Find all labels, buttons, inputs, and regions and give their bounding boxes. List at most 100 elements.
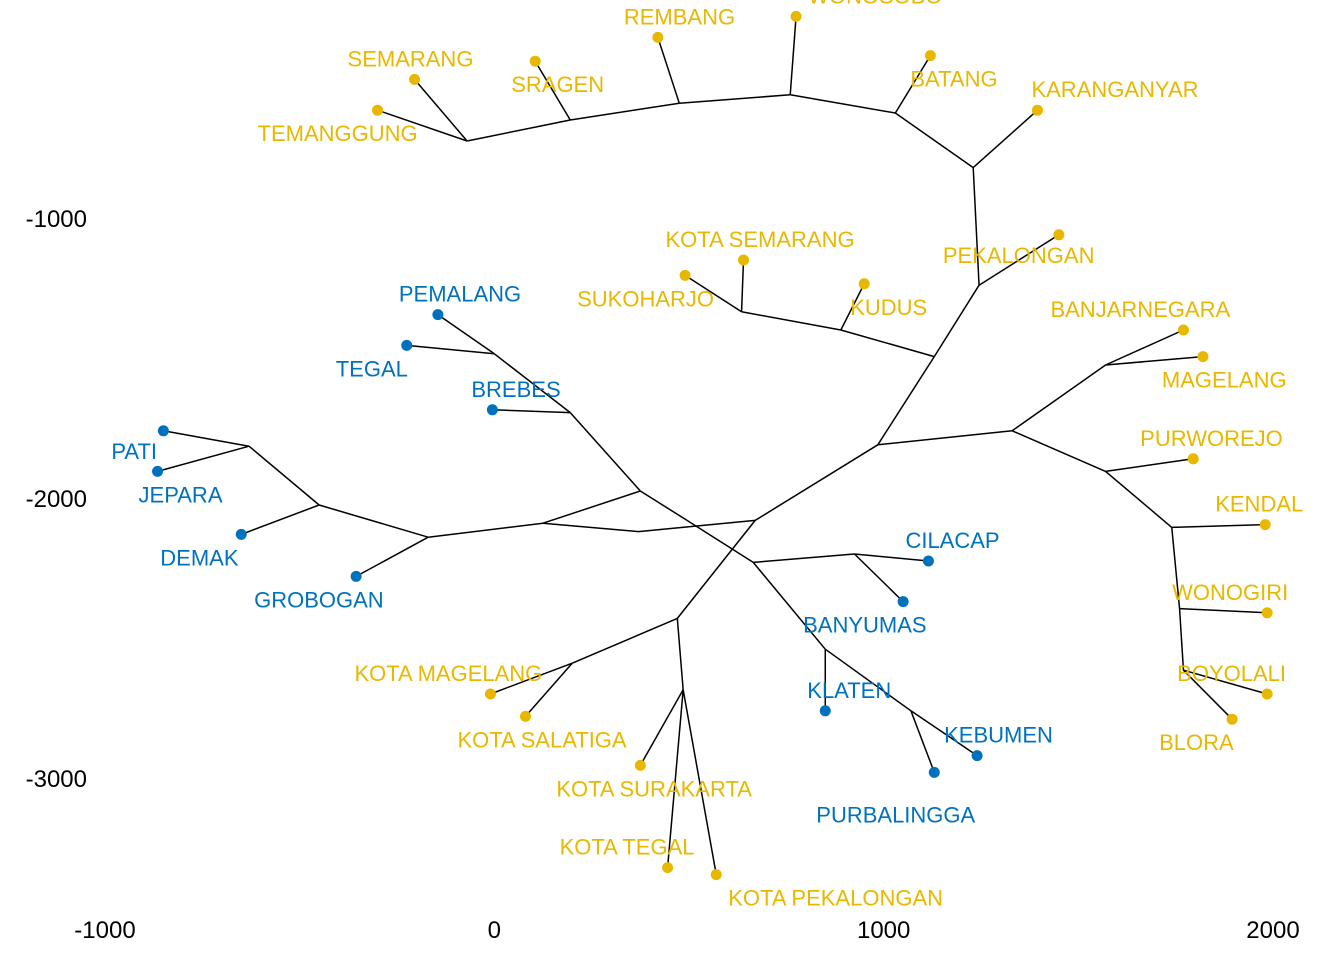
leaf-label-kebumen: KEBUMEN [944, 723, 1053, 748]
leaf-point-kota-pekalongan [710, 869, 722, 881]
leaf-point-tegal [401, 339, 413, 351]
leaf-label-banyumas: BANYUMAS [803, 613, 926, 638]
leaf-point-pemalang [432, 309, 444, 321]
tree-edge [1011, 364, 1107, 432]
leaf-label-wonogiri: WONOGIRI [1172, 580, 1288, 605]
leaf-point-cilacap [922, 555, 934, 567]
leaf-label-pemalang: PEMALANG [399, 282, 521, 307]
leaf-point-blora [1226, 713, 1238, 725]
tree-edge [824, 648, 912, 712]
leaf-point-boyolali [1261, 688, 1273, 700]
tree-edge [754, 444, 879, 522]
tree-edge [248, 445, 320, 506]
leaf-label-purworejo: PURWOREJO [1140, 426, 1283, 451]
leaf-label-banjarnegara: BANJARNEGARA [1050, 297, 1230, 322]
leaf-label-blora: BLORA [1159, 730, 1234, 755]
leaf-label-jepara: JEPARA [139, 482, 223, 507]
tree-edge [840, 329, 935, 358]
tree-edge [542, 490, 641, 524]
leaf-label-kendal: KENDAL [1215, 492, 1303, 517]
tree-edge [790, 94, 896, 114]
tree-edge [428, 522, 544, 538]
tree-edge [753, 553, 855, 564]
leaf-point-batang [924, 50, 936, 62]
leaf-point-kota-surakarta [634, 759, 646, 771]
tree-edge [978, 234, 1060, 286]
leaf-point-sragen [529, 55, 541, 67]
leaf-label-pekalongan: PEKALONGAN [943, 243, 1095, 268]
leaf-point-jepara [152, 465, 164, 477]
leaf-label-klaten: KLATEN [807, 678, 891, 703]
leaf-label-kota-surakarta: KOTA SURAKARTA [556, 776, 752, 801]
leaf-point-brebes [486, 404, 498, 416]
leaf-point-klaten [819, 705, 831, 717]
tree-edge [571, 617, 678, 664]
tree-edge [524, 662, 573, 717]
tree-edge [676, 519, 756, 619]
leaf-label-batang: BATANG [910, 67, 997, 92]
tree-edge [639, 689, 684, 766]
tree-edge [492, 409, 571, 414]
tree-edge [493, 353, 571, 414]
leaf-point-wonogiri [1261, 607, 1273, 619]
leaf-label-semarang: SEMARANG [348, 46, 474, 71]
tree-edge [1105, 329, 1184, 366]
tree-edge [933, 284, 980, 357]
leaf-point-grobogan [350, 570, 362, 582]
edges-layer [157, 16, 1268, 875]
leaf-point-kota-magelang [484, 688, 496, 700]
leaf-label-brebes: BREBES [471, 377, 560, 402]
tree-edge [877, 430, 1013, 446]
tree-edge [1171, 527, 1181, 609]
tree-edge [1011, 430, 1106, 473]
tree-edge [1105, 470, 1173, 528]
leaf-label-wonosobo: WONOSOBO [808, 0, 942, 8]
tree-edge [490, 662, 573, 695]
y-tick-label: -2000 [26, 486, 87, 513]
leaf-label-tegal: TEGAL [336, 356, 408, 381]
tree-edge [1183, 669, 1268, 695]
tree-edge [676, 618, 684, 690]
leaf-point-kota-salatiga [519, 710, 531, 722]
tree-edge [569, 412, 641, 492]
leaf-point-kota-semarang [738, 254, 750, 266]
leaf-point-purworejo [1187, 453, 1199, 465]
leaf-label-purbalingga: PURBALINGGA [816, 802, 975, 827]
leaf-label-grobogan: GROBOGAN [254, 587, 384, 612]
tree-edge [157, 445, 250, 473]
tree-edge [679, 94, 791, 104]
tree-edge [163, 430, 250, 447]
leaf-label-kota-salatiga: KOTA SALATIGA [457, 727, 626, 752]
leaf-label-karanganyar: KARANGANYAR [1031, 77, 1198, 102]
leaf-label-kota-tegal: KOTA TEGAL [560, 835, 695, 860]
leaf-point-pati [157, 425, 169, 437]
tree-edge [853, 553, 904, 603]
leaf-point-kota-tegal [662, 862, 674, 874]
tree-edge [406, 344, 495, 355]
tree-edge [570, 102, 680, 121]
y-tick-label: -3000 [26, 766, 87, 793]
tree-edge [752, 561, 826, 650]
tree-edge [1105, 355, 1203, 366]
labels-layer: TEMANGGUNG SEMARANG SRAGEN REMBANG WONOSOBO B… [111, 0, 1303, 911]
tree-edge [1179, 607, 1268, 614]
tree-edge [840, 283, 865, 331]
leaf-point-temanggung [372, 104, 384, 116]
x-tick-label: -1000 [74, 917, 135, 944]
leaf-label-cilacap: CILACAP [905, 528, 999, 553]
x-tick-label: 0 [488, 917, 501, 944]
leaf-label-sukoharjo: SUKOHARJO [577, 286, 714, 311]
leaf-point-kudus [858, 278, 870, 290]
tree-edge [542, 522, 639, 533]
leaf-label-kota-magelang: KOTA MAGELANG [354, 661, 542, 686]
tree-edge [910, 710, 978, 757]
tree-edge [666, 689, 684, 868]
tree-edge [894, 112, 974, 169]
leaf-point-semarang [409, 73, 421, 85]
tree-edge [413, 78, 468, 142]
leaf-point-sukoharjo [679, 269, 691, 281]
leaf-label-kudus: KUDUS [850, 295, 927, 320]
tree-edge [1182, 669, 1233, 720]
leaf-point-demak [235, 528, 247, 540]
tree-edge [877, 356, 935, 446]
